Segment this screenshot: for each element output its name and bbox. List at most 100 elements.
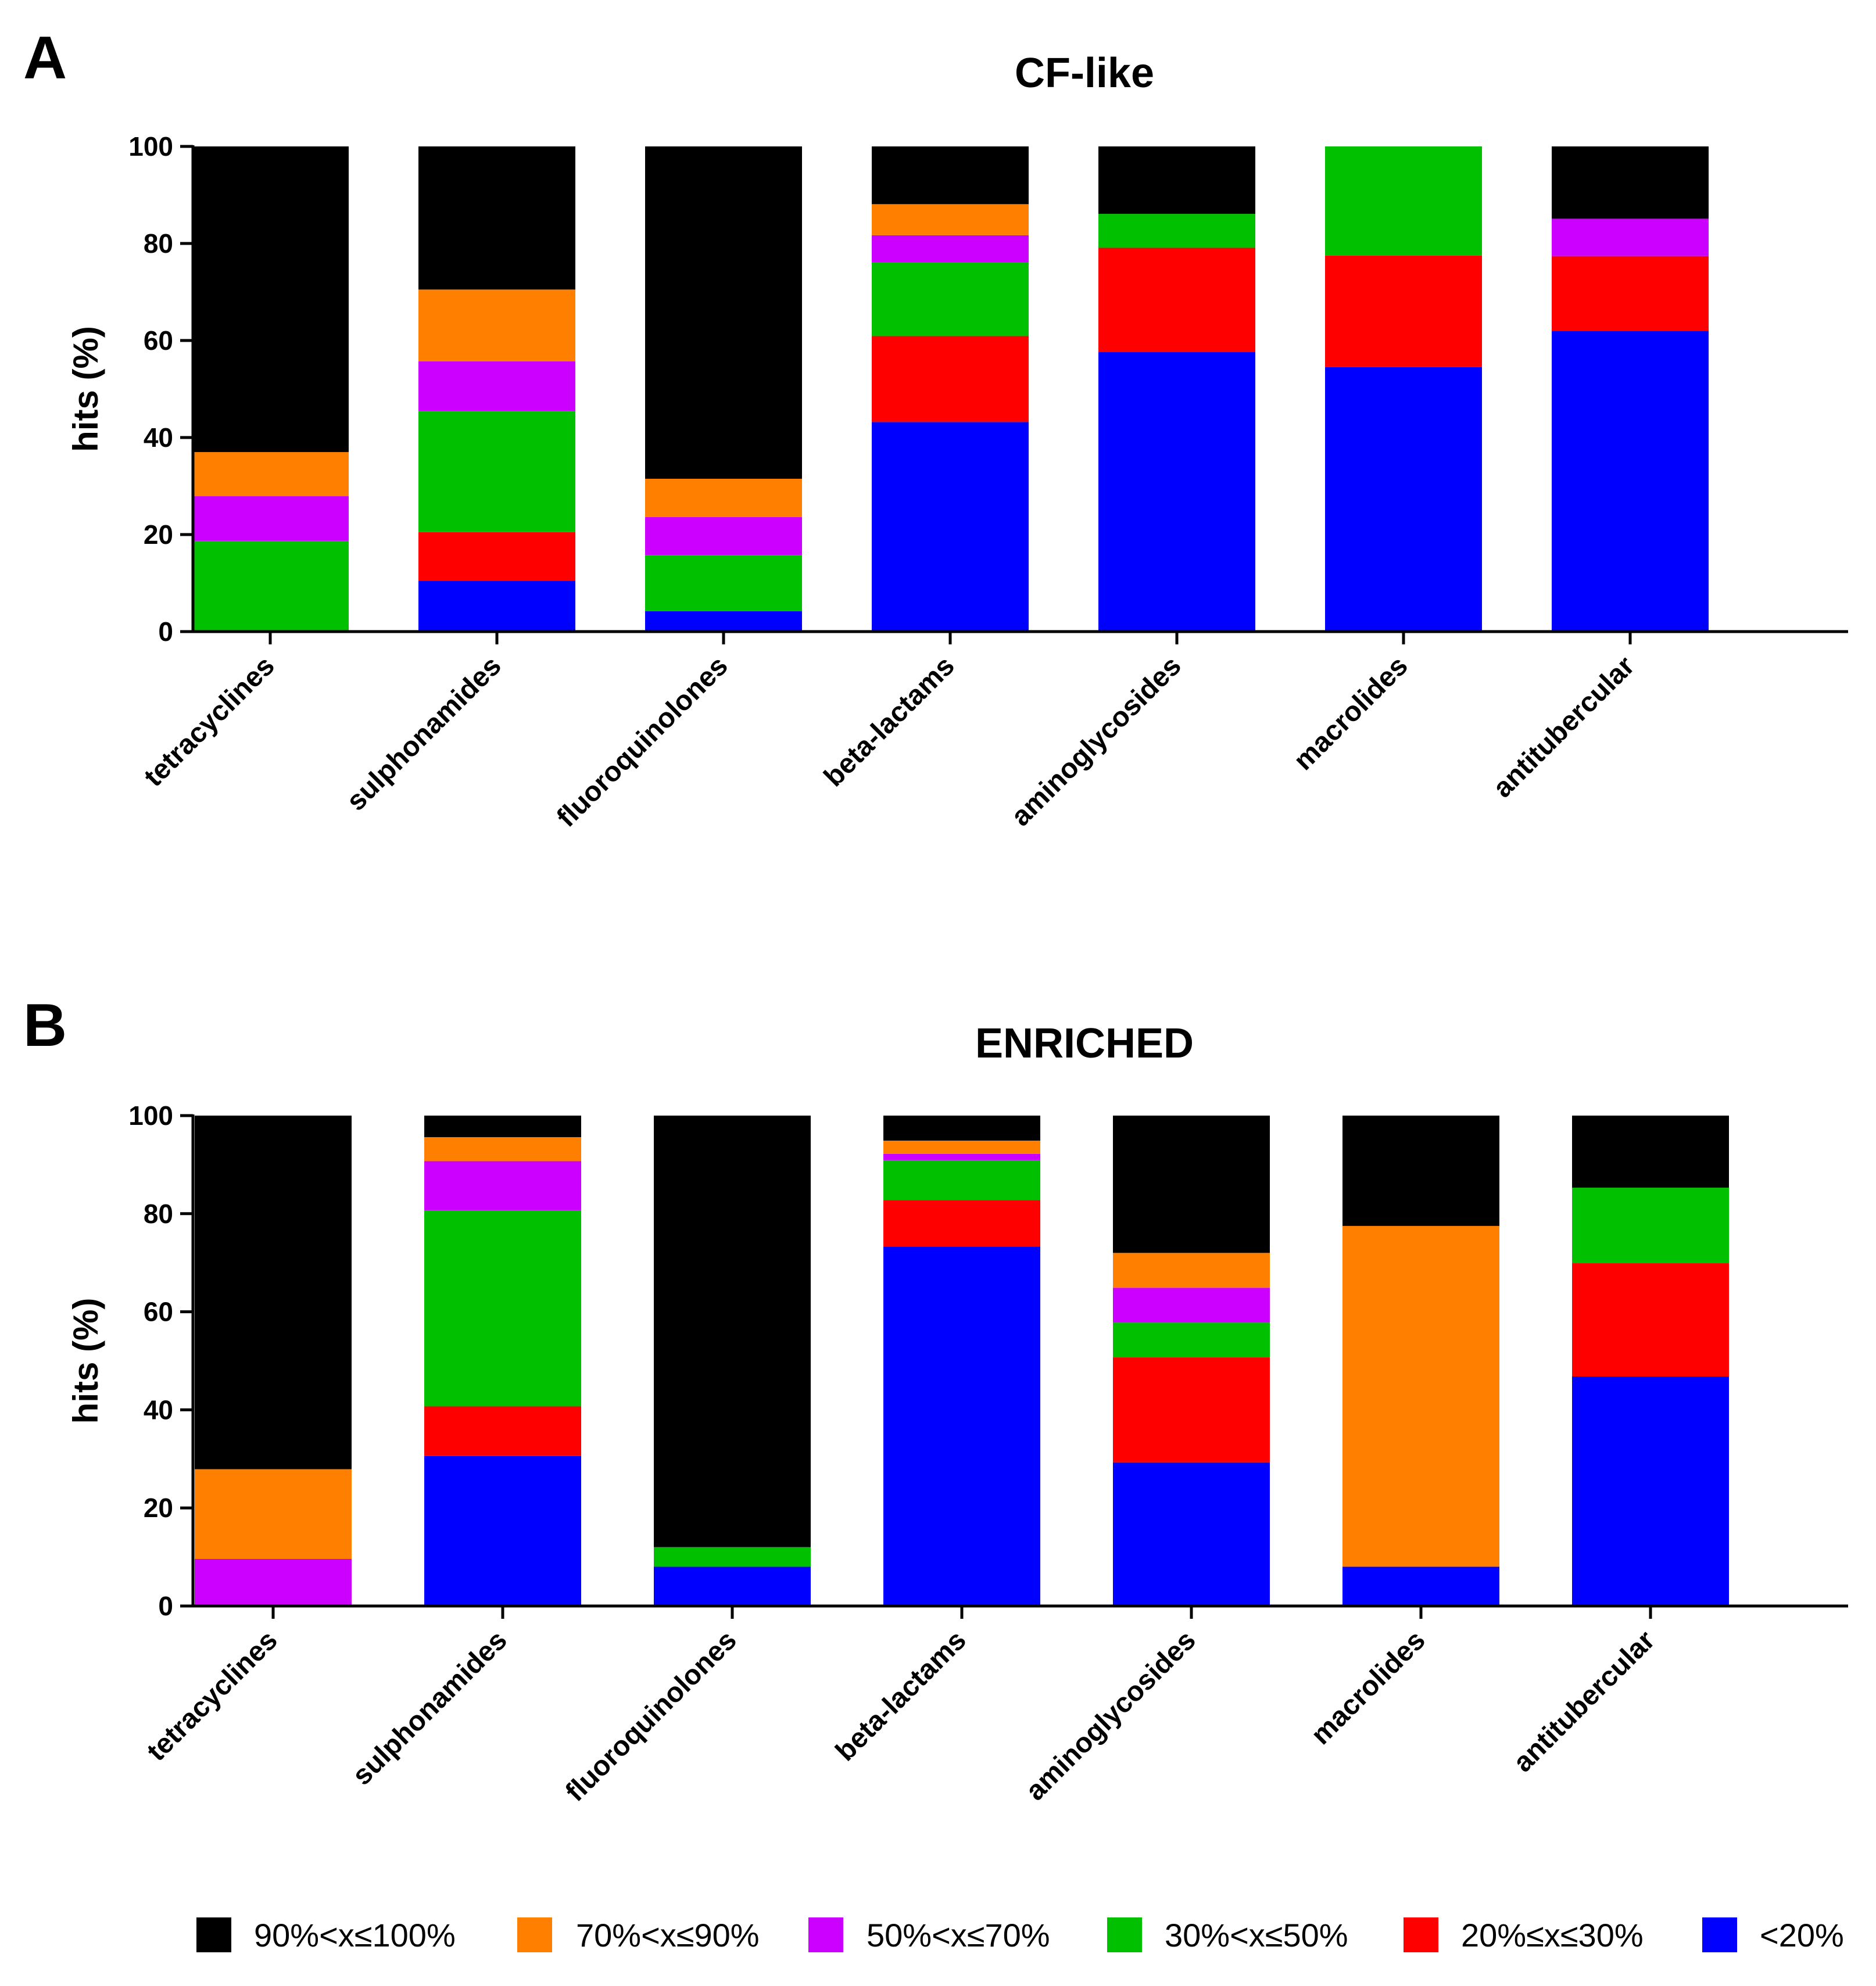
bar-a-macrolides-seg2 xyxy=(1325,146,1482,256)
bar-b-macrolides-seg5 xyxy=(1342,1116,1499,1226)
bar-a-sulphonamides-seg5 xyxy=(418,146,575,290)
y-tick-label-a-80: 80 xyxy=(144,228,173,259)
legend-label-s20_30: 20%≤x≤30% xyxy=(1461,1917,1644,1953)
bar-a-macrolides-seg1 xyxy=(1325,255,1482,367)
bar-b-fluoroquinolones-seg5 xyxy=(654,1116,811,1547)
bar-a-antitubercular-seg0 xyxy=(1552,331,1709,632)
bar-a-macrolides-seg0 xyxy=(1325,367,1482,632)
bar-b-sulphonamides-seg0 xyxy=(424,1456,581,1606)
bar-a-aminoglycosides-seg2 xyxy=(1098,214,1255,248)
bar-b-sulphonamides-seg5 xyxy=(424,1116,581,1138)
legend-label-s0_20: <20% xyxy=(1760,1917,1844,1953)
x-tick-label-a-tetracyclines: tetracyclines xyxy=(138,650,281,793)
bar-b-antitubercular-seg1 xyxy=(1572,1263,1729,1377)
bar-a-beta-lactams-seg2 xyxy=(872,262,1029,336)
bar-a-fluoroquinolones-seg0 xyxy=(645,611,802,632)
legend-swatch-s0_20 xyxy=(1702,1917,1737,1952)
bar-b-beta-lactams-seg4 xyxy=(883,1141,1040,1154)
y-tick-label-a-0: 0 xyxy=(158,616,173,647)
y-tick-label-b-100: 100 xyxy=(128,1100,173,1131)
bar-b-fluoroquinolones-seg0 xyxy=(654,1566,811,1606)
bar-b-macrolides-seg0 xyxy=(1342,1566,1499,1606)
legend-label-s70_90: 70%<x≤90% xyxy=(576,1917,760,1953)
bar-a-antitubercular-seg5 xyxy=(1552,146,1709,219)
y-axis-label-b: hits (%) xyxy=(66,1298,105,1424)
bar-a-tetracyclines-seg3 xyxy=(192,496,349,541)
bar-b-aminoglycosides-seg5 xyxy=(1113,1116,1270,1253)
bar-b-aminoglycosides-seg3 xyxy=(1113,1288,1270,1323)
y-tick-label-a-60: 60 xyxy=(144,325,173,356)
bar-b-beta-lactams-seg1 xyxy=(883,1200,1040,1247)
bar-a-tetracyclines-seg2 xyxy=(192,540,349,632)
bar-a-antitubercular-seg3 xyxy=(1552,218,1709,256)
bar-b-antitubercular-seg5 xyxy=(1572,1116,1729,1188)
y-tick-label-a-100: 100 xyxy=(128,131,173,162)
bar-a-aminoglycosides-seg5 xyxy=(1098,146,1255,214)
x-tick-label-b-aminoglycosides: aminoglycosides xyxy=(1020,1625,1202,1806)
legend-swatch-s70_90 xyxy=(517,1917,552,1952)
bar-b-sulphonamides-seg2 xyxy=(424,1210,581,1407)
bar-a-fluoroquinolones-seg4 xyxy=(645,478,802,517)
chart-title-a: CF-like xyxy=(1015,50,1154,96)
bar-a-sulphonamides-seg2 xyxy=(418,411,575,532)
bar-b-aminoglycosides-seg1 xyxy=(1113,1357,1270,1462)
x-tick-label-a-macrolides: macrolides xyxy=(1288,650,1414,776)
y-tick-label-b-40: 40 xyxy=(144,1394,173,1425)
bar-b-aminoglycosides-seg2 xyxy=(1113,1322,1270,1358)
legend-label-s50_70: 50%<x≤70% xyxy=(867,1917,1050,1953)
chart-title-b: ENRICHED xyxy=(975,1020,1194,1067)
x-tick-label-b-tetracyclines: tetracyclines xyxy=(141,1625,284,1767)
legend-label-s90_100: 90%<x≤100% xyxy=(254,1917,456,1953)
y-axis-label-a: hits (%) xyxy=(66,326,105,452)
bar-a-beta-lactams-seg3 xyxy=(872,235,1029,263)
bar-b-antitubercular-seg2 xyxy=(1572,1188,1729,1264)
bar-a-beta-lactams-seg4 xyxy=(872,204,1029,235)
bar-a-fluoroquinolones-seg5 xyxy=(645,146,802,479)
y-tick-label-b-0: 0 xyxy=(158,1591,173,1621)
legend-swatch-s90_100 xyxy=(196,1917,231,1952)
x-tick-label-b-macrolides: macrolides xyxy=(1305,1625,1431,1751)
panel-a-letter: A xyxy=(23,24,67,92)
bar-a-aminoglycosides-seg1 xyxy=(1098,248,1255,353)
x-tick-label-b-fluoroquinolones: fluoroquinolones xyxy=(560,1625,743,1808)
bar-b-antitubercular-seg0 xyxy=(1572,1376,1729,1606)
bar-b-tetracyclines-seg4 xyxy=(195,1469,352,1559)
bar-b-beta-lactams-seg3 xyxy=(883,1153,1040,1160)
bar-a-sulphonamides-seg1 xyxy=(418,532,575,581)
x-tick-label-a-sulphonamides: sulphonamides xyxy=(341,650,507,816)
legend-swatch-s30_50 xyxy=(1107,1917,1142,1952)
x-tick-label-a-fluoroquinolones: fluoroquinolones xyxy=(551,650,734,833)
bar-b-sulphonamides-seg3 xyxy=(424,1161,581,1210)
bar-b-sulphonamides-seg4 xyxy=(424,1137,581,1162)
bar-a-sulphonamides-seg3 xyxy=(418,361,575,411)
bar-a-antitubercular-seg1 xyxy=(1552,256,1709,331)
legend-swatch-s50_70 xyxy=(808,1917,843,1952)
x-tick-label-a-aminoglycosides: aminoglycosides xyxy=(1005,650,1187,832)
bar-a-beta-lactams-seg0 xyxy=(872,422,1029,632)
bar-a-beta-lactams-seg1 xyxy=(872,336,1029,422)
bar-a-tetracyclines-seg4 xyxy=(192,452,349,497)
chart-panel-a: CF-like 0 20 40 60 80 100 hits (%) tetracyclines… xyxy=(66,50,1848,833)
bar-b-beta-lactams-seg2 xyxy=(883,1160,1040,1200)
x-tick-label-b-antitubercular: antitubercular xyxy=(1508,1625,1661,1778)
bar-b-macrolides-seg4 xyxy=(1342,1225,1499,1567)
bar-a-fluoroquinolones-seg3 xyxy=(645,517,802,555)
bar-b-beta-lactams-seg5 xyxy=(883,1116,1040,1141)
legend-label-s30_50: 30%<x≤50% xyxy=(1165,1917,1348,1953)
bar-b-aminoglycosides-seg0 xyxy=(1113,1462,1270,1606)
y-tick-label-a-20: 20 xyxy=(144,519,173,550)
x-tick-label-b-sulphonamides: sulphonamides xyxy=(346,1625,513,1791)
y-tick-label-b-20: 20 xyxy=(144,1493,173,1523)
y-tick-label-b-80: 80 xyxy=(144,1199,173,1229)
panel-b-letter: B xyxy=(23,992,67,1059)
bar-b-beta-lactams-seg0 xyxy=(883,1246,1040,1606)
bar-b-aminoglycosides-seg4 xyxy=(1113,1253,1270,1288)
bar-a-sulphonamides-seg4 xyxy=(418,289,575,361)
x-tick-label-a-beta-lactams: beta-lactams xyxy=(818,650,961,793)
bar-b-tetracyclines-seg3 xyxy=(195,1558,352,1606)
bar-a-tetracyclines-seg5 xyxy=(192,146,349,453)
x-tick-label-a-antitubercular: antitubercular xyxy=(1487,650,1641,804)
bar-a-sulphonamides-seg0 xyxy=(418,580,575,632)
x-tick-label-b-beta-lactams: beta-lactams xyxy=(830,1625,972,1767)
